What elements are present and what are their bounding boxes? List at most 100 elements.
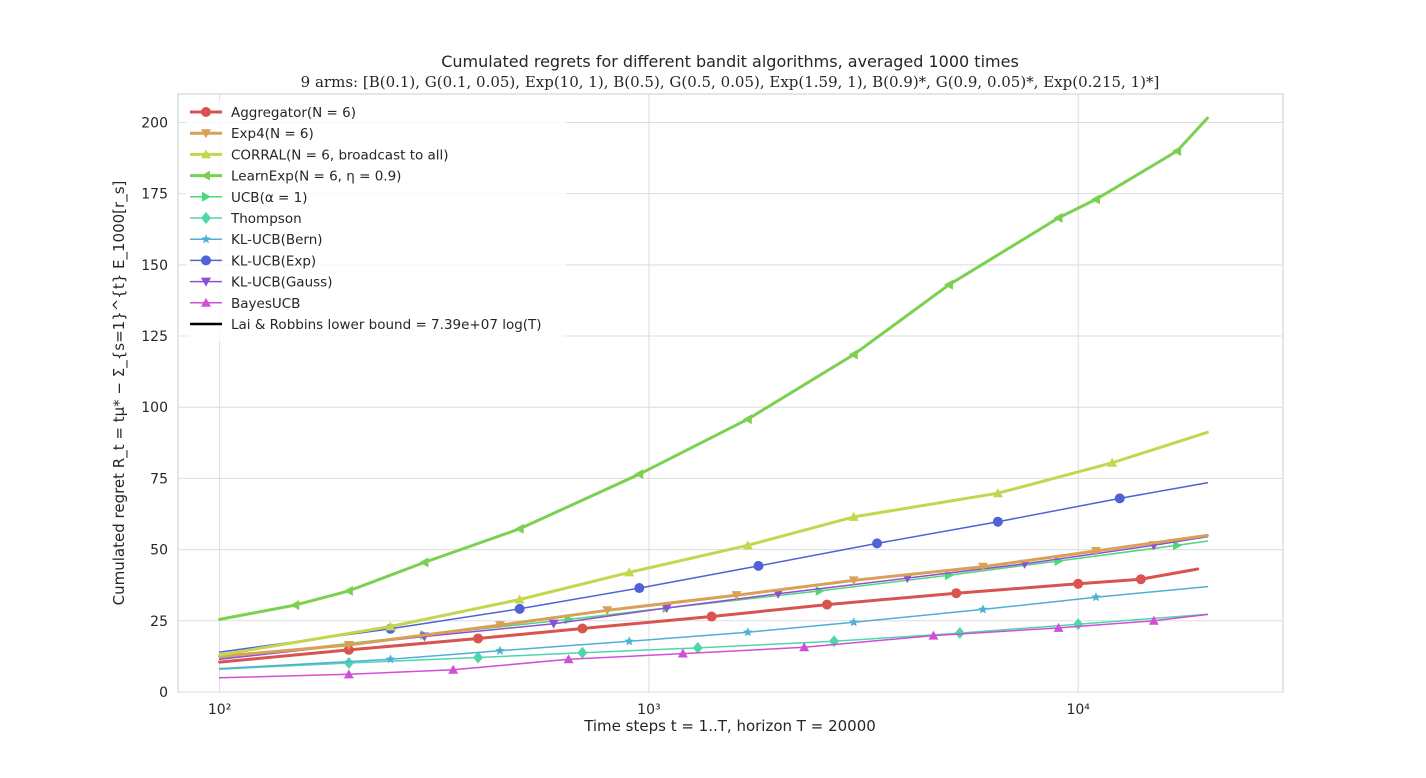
legend-entry: BayesUCB [190,296,300,312]
data-point [692,641,703,654]
data-point [977,562,988,572]
data-point [343,656,354,669]
data-point [742,540,753,550]
data-point [624,567,635,577]
series-9 [218,613,1209,679]
legend-entry: CORRAL(N = 6, broadcast to all) [190,147,449,163]
x-tick-label: 10⁴ [1066,702,1090,718]
series-0 [218,567,1200,664]
series-2 [218,430,1209,657]
data-point [1135,574,1146,585]
y-tick-label: 0 [159,685,168,701]
y-tick-label: 125 [141,329,168,345]
legend-entry: Exp4(N = 6) [190,126,314,142]
data-point [1107,457,1118,467]
series-1 [218,533,1209,658]
y-tick-label: 175 [141,187,168,203]
data-point [753,560,764,571]
x-tick-label: 10³ [637,702,660,718]
data-point [1073,578,1084,589]
series-6 [218,585,1209,670]
data-point [706,611,717,622]
data-point [201,212,211,224]
legend-entry: Thompson [190,211,302,227]
legend-label: Lai & Robbins lower bound = 7.39e+07 log… [231,317,542,333]
y-tick-label: 50 [150,543,168,559]
legend-entry: Aggregator(N = 6) [190,105,356,121]
chart-title: Cumulated regrets for different bandit a… [441,52,1019,71]
data-point [577,646,588,659]
chart-subtitle: 9 arms: [B(0.1), G(0.1, 0.05), Exp(10, 1… [301,73,1160,91]
data-point [742,414,752,425]
data-point [928,630,939,640]
data-point [473,633,484,644]
y-tick-label: 150 [141,258,168,274]
data-point [419,557,429,568]
y-tick-label: 75 [150,471,168,487]
data-point [872,538,883,549]
legend-label: KL-UCB(Bern) [231,232,323,248]
data-point [201,255,211,266]
legend: Aggregator(N = 6) Exp4(N = 6) CORRAL(N = 6… [186,100,566,342]
series-layer [218,116,1209,679]
data-point [495,645,505,655]
legend-label: CORRAL(N = 6, broadcast to all) [231,147,449,163]
y-tick-label: 200 [141,115,168,131]
data-point [848,511,859,521]
data-point [548,619,559,629]
data-point [822,599,833,610]
legend-label: Exp4(N = 6) [231,126,314,142]
legend-entry: KL-UCB(Gauss) [190,275,332,291]
data-point [201,234,211,244]
data-point [634,469,644,480]
legend-label: Aggregator(N = 6) [231,105,356,121]
data-point [514,594,525,604]
data-point [992,516,1003,527]
legend-label: BayesUCB [231,296,300,312]
data-point [473,651,484,664]
data-point [201,297,211,307]
data-point [343,641,354,651]
series-line [218,613,1209,679]
legend-entry: LearnExp(N = 6, η = 0.9) [190,169,401,185]
data-point [201,170,210,181]
data-point [514,523,524,534]
data-point [201,129,211,139]
ticks: 0 25 50 75 100 125 150 175 200 10² 10³ 10⁴ [141,115,1090,718]
data-point [849,617,859,627]
data-point [848,576,859,586]
data-point [731,591,742,601]
data-point [563,654,574,664]
data-point [773,589,784,599]
data-point [385,621,396,631]
legend-label: KL-UCB(Exp) [231,253,316,269]
legend-label: KL-UCB(Gauss) [231,275,332,291]
legend-label: LearnExp(N = 6, η = 0.9) [231,169,401,185]
data-point [1091,592,1101,602]
data-point [1053,212,1063,223]
data-point [799,642,810,652]
y-axis-label: Cumulated regret R_t = tμ* − Σ_{s=1}^{t}… [110,181,129,606]
data-point [385,654,396,664]
data-point [848,349,858,360]
x-tick-label: 10² [208,702,231,718]
data-point [634,583,645,594]
data-point [624,636,634,646]
data-point [202,191,211,202]
data-point [954,627,965,640]
data-point [602,606,613,616]
data-point [1114,493,1125,504]
legend-entry: UCB(α = 1) [190,190,308,206]
legend-entry: Lai & Robbins lower bound = 7.39e+07 log… [190,317,542,333]
legend-label: UCB(α = 1) [231,190,308,206]
legend-box [186,100,566,342]
data-point [1090,194,1100,205]
series-line [218,567,1200,664]
data-point [343,585,353,596]
data-point [1148,615,1159,625]
data-point [201,277,211,287]
legend-entry: KL-UCB(Exp) [190,253,316,269]
data-point [951,588,962,599]
data-point [1090,547,1101,557]
